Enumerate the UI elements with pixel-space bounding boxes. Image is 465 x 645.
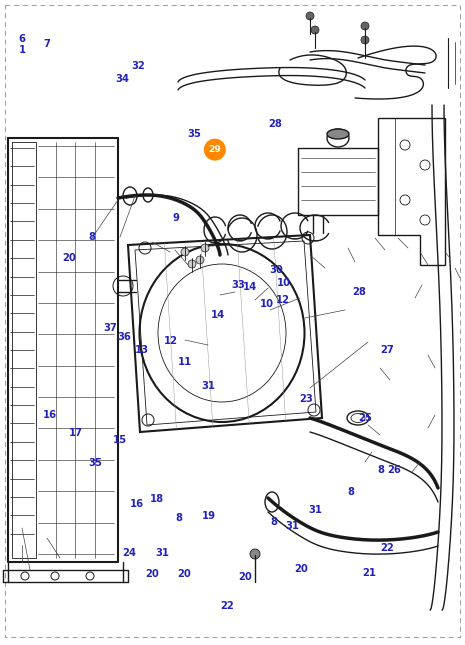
Text: 27: 27	[380, 344, 394, 355]
Text: 31: 31	[308, 504, 322, 515]
Circle shape	[181, 248, 189, 256]
Text: 26: 26	[387, 464, 401, 475]
Text: 11: 11	[178, 357, 192, 368]
Text: 33: 33	[231, 280, 245, 290]
Text: 9: 9	[173, 213, 179, 223]
Text: 16: 16	[43, 410, 57, 420]
Text: 16: 16	[130, 499, 144, 510]
Text: 10: 10	[277, 277, 291, 288]
Circle shape	[196, 256, 204, 264]
Text: 20: 20	[294, 564, 308, 574]
Circle shape	[188, 260, 196, 268]
Text: 21: 21	[363, 568, 377, 578]
Circle shape	[306, 12, 314, 20]
Text: 10: 10	[259, 299, 273, 310]
Text: 29: 29	[208, 145, 221, 154]
Text: 32: 32	[132, 61, 146, 71]
Text: 15: 15	[113, 435, 127, 445]
Text: 22: 22	[380, 543, 394, 553]
Text: 13: 13	[135, 344, 149, 355]
Text: 22: 22	[220, 601, 234, 611]
Text: 12: 12	[164, 335, 178, 346]
Text: 25: 25	[358, 413, 372, 423]
Text: 12: 12	[276, 295, 290, 305]
Text: 20: 20	[62, 253, 76, 263]
Text: 20: 20	[239, 572, 252, 582]
Text: 34: 34	[115, 74, 129, 84]
Text: 36: 36	[118, 332, 132, 342]
Text: 20: 20	[146, 569, 159, 579]
Text: 28: 28	[268, 119, 282, 129]
Text: 1: 1	[19, 45, 26, 55]
Text: 19: 19	[201, 511, 215, 521]
Text: 17: 17	[69, 428, 83, 439]
Text: 31: 31	[201, 381, 215, 391]
Text: 8: 8	[175, 513, 183, 523]
Circle shape	[361, 36, 369, 44]
Text: 24: 24	[122, 548, 136, 559]
Text: 30: 30	[270, 264, 284, 275]
Text: 8: 8	[88, 232, 96, 243]
Circle shape	[361, 22, 369, 30]
Text: 14: 14	[211, 310, 225, 320]
Circle shape	[250, 549, 260, 559]
Text: 28: 28	[352, 286, 366, 297]
Text: 31: 31	[285, 521, 299, 531]
Circle shape	[201, 244, 209, 252]
Text: 8: 8	[378, 464, 385, 475]
Circle shape	[204, 139, 226, 161]
Text: 6: 6	[19, 34, 26, 44]
Text: 8: 8	[271, 517, 278, 528]
Text: 35: 35	[88, 458, 102, 468]
Text: 8: 8	[347, 487, 355, 497]
Circle shape	[311, 26, 319, 34]
Text: 35: 35	[187, 129, 201, 139]
Text: 31: 31	[155, 548, 169, 559]
Text: 23: 23	[299, 393, 313, 404]
Text: 37: 37	[104, 322, 118, 333]
Text: 20: 20	[177, 569, 191, 579]
Text: 7: 7	[43, 39, 50, 49]
Text: 18: 18	[150, 493, 164, 504]
Ellipse shape	[327, 129, 349, 139]
Text: 14: 14	[243, 282, 257, 292]
